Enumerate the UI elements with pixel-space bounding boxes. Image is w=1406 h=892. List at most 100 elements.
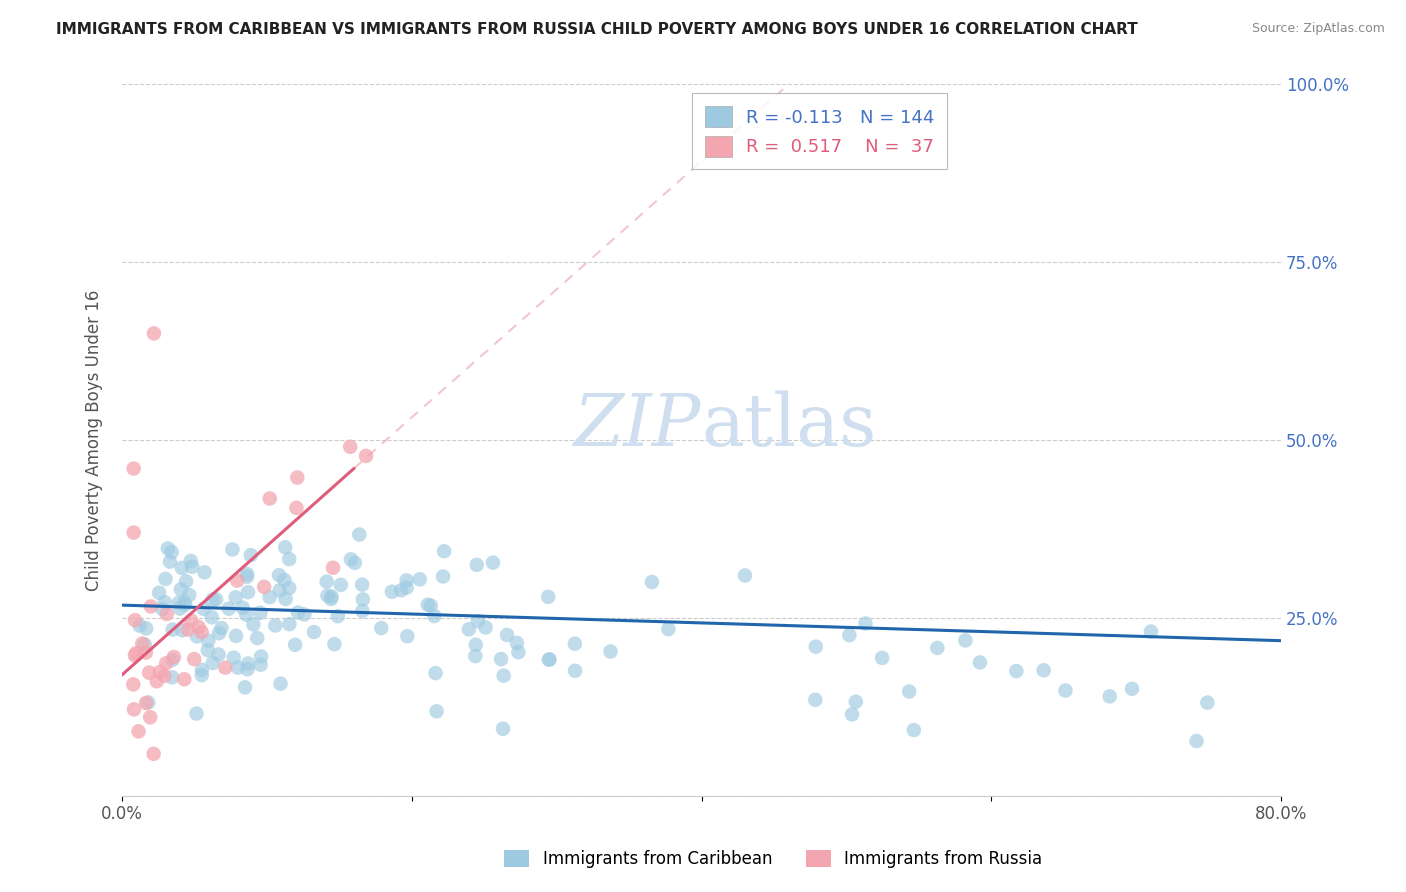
Text: IMMIGRANTS FROM CARIBBEAN VS IMMIGRANTS FROM RUSSIA CHILD POVERTY AMONG BOYS UND: IMMIGRANTS FROM CARIBBEAN VS IMMIGRANTS …	[56, 22, 1137, 37]
Point	[316, 589, 339, 603]
Point	[1185, 734, 1208, 748]
Point	[173, 672, 195, 686]
Point	[226, 574, 249, 588]
Point	[128, 724, 150, 739]
Point	[197, 643, 219, 657]
Point	[425, 666, 447, 681]
Point	[426, 704, 449, 718]
Point	[177, 623, 200, 637]
Point	[396, 629, 419, 643]
Point	[339, 440, 361, 454]
Point	[329, 578, 352, 592]
Text: Source: ZipAtlas.com: Source: ZipAtlas.com	[1251, 22, 1385, 36]
Point	[253, 580, 276, 594]
Point	[142, 747, 165, 761]
Point	[197, 633, 219, 648]
Point	[174, 574, 197, 589]
Point	[246, 631, 269, 645]
Point	[221, 542, 243, 557]
Point	[173, 595, 195, 609]
Point	[180, 554, 202, 568]
Point	[239, 548, 262, 562]
Point	[218, 601, 240, 615]
Point	[201, 592, 224, 607]
Point	[564, 664, 586, 678]
Point	[226, 660, 249, 674]
Point	[354, 449, 377, 463]
Point	[278, 581, 301, 595]
Point	[284, 638, 307, 652]
Point	[170, 582, 193, 597]
Point	[349, 527, 371, 541]
Point	[492, 668, 515, 682]
Point	[1197, 696, 1219, 710]
Point	[149, 665, 172, 679]
Point	[537, 590, 560, 604]
Point	[270, 676, 292, 690]
Point	[148, 586, 170, 600]
Point	[274, 541, 297, 555]
Point	[395, 581, 418, 595]
Point	[340, 552, 363, 566]
Point	[138, 665, 160, 680]
Point	[641, 574, 664, 589]
Point	[955, 633, 977, 648]
Legend: R = -0.113   N = 144, R =  0.517    N =  37: R = -0.113 N = 144, R = 0.517 N = 37	[692, 94, 948, 169]
Point	[496, 628, 519, 642]
Point	[322, 560, 344, 574]
Point	[273, 573, 295, 587]
Point	[352, 604, 374, 618]
Point	[207, 648, 229, 662]
Point	[416, 598, 439, 612]
Point	[326, 609, 349, 624]
Point	[205, 592, 228, 607]
Point	[278, 617, 301, 632]
Point	[153, 669, 176, 683]
Point	[139, 599, 162, 614]
Point	[139, 710, 162, 724]
Point	[136, 696, 159, 710]
Point	[211, 621, 233, 635]
Point	[122, 702, 145, 716]
Point	[409, 572, 432, 586]
Point	[155, 657, 177, 671]
Point	[285, 470, 308, 484]
Point	[269, 583, 291, 598]
Point	[423, 609, 446, 624]
Point	[242, 617, 264, 632]
Point	[122, 677, 145, 691]
Point	[969, 656, 991, 670]
Point	[170, 561, 193, 575]
Point	[249, 606, 271, 620]
Point	[193, 566, 215, 580]
Point	[201, 656, 224, 670]
Point	[174, 598, 197, 612]
Point	[508, 645, 530, 659]
Point	[855, 616, 877, 631]
Point	[657, 622, 679, 636]
Point	[464, 638, 486, 652]
Point	[122, 525, 145, 540]
Point	[389, 583, 412, 598]
Point	[236, 567, 259, 582]
Point	[152, 602, 174, 616]
Point	[285, 500, 308, 515]
Point	[259, 491, 281, 506]
Point	[845, 695, 868, 709]
Point	[191, 663, 214, 677]
Point	[838, 628, 860, 642]
Point	[492, 722, 515, 736]
Point	[208, 626, 231, 640]
Point	[159, 555, 181, 569]
Point	[343, 556, 366, 570]
Text: ZIP: ZIP	[574, 391, 702, 461]
Point	[236, 570, 259, 584]
Point	[1098, 690, 1121, 704]
Point	[172, 624, 194, 638]
Point	[482, 556, 505, 570]
Point	[319, 592, 342, 607]
Point	[169, 601, 191, 615]
Point	[236, 657, 259, 671]
Point	[131, 636, 153, 650]
Point	[599, 644, 621, 658]
